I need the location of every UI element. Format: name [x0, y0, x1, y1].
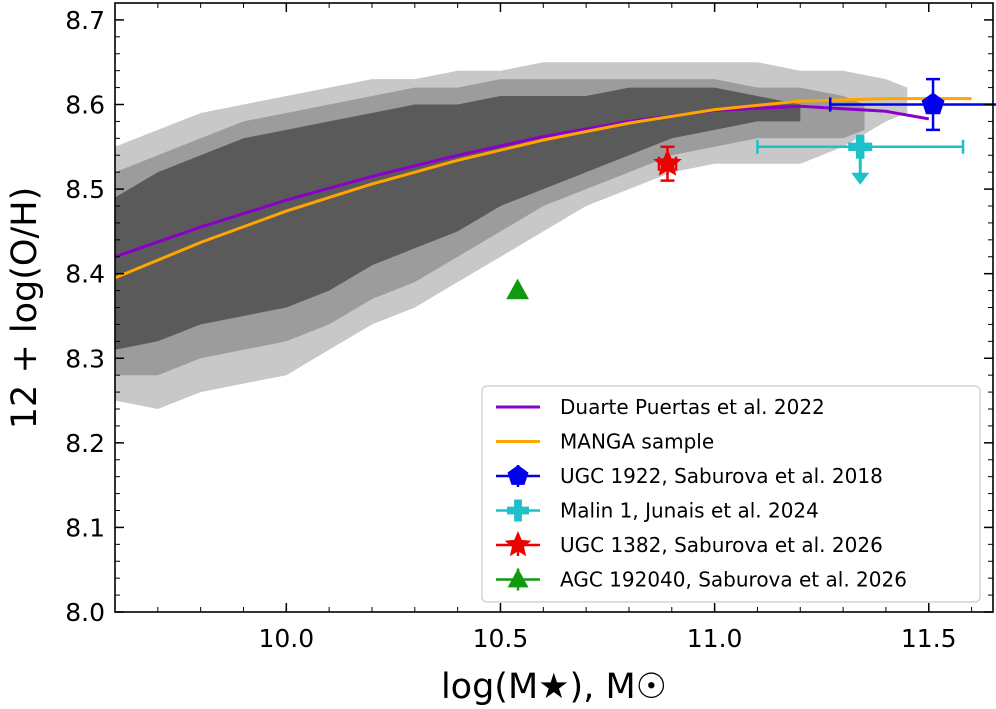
- axis-ticks: 10.0 10.5 11.0 11.5 8.0 8.1 8.2 8.3 8.4 8.5 8.6 8.7: [65, 2, 993, 653]
- x-tick-label: 11.5: [901, 624, 957, 653]
- marker-plus: [848, 134, 873, 159]
- legend-marker-triangle: [507, 568, 529, 588]
- legend-entry: AGC 192040, Saburova et al. 2026: [496, 568, 907, 592]
- legend-entry: Malin 1, Junais et al. 2024: [496, 499, 819, 523]
- y-tick-label: 8.4: [65, 260, 105, 289]
- x-tick-label: 10.0: [258, 624, 314, 653]
- density-contours: [115, 62, 908, 409]
- legend-label: UGC 1922, Saburova et al. 2018: [560, 464, 883, 488]
- data-points: [506, 77, 996, 300]
- legend-entry: UGC 1382, Saburova et al. 2026: [496, 531, 883, 557]
- legend: Duarte Puertas et al. 2022 MANGA sample UG…: [481, 385, 981, 603]
- series-line-0: [115, 104, 930, 259]
- marker-star: [653, 148, 682, 176]
- legend-label: UGC 1382, Saburova et al. 2026: [560, 533, 883, 557]
- marker-triangle: [506, 278, 529, 300]
- legend-entry: Duarte Puertas et al. 2022: [496, 395, 825, 419]
- legend-label: AGC 192040, Saburova et al. 2026: [560, 568, 907, 592]
- y-tick-label: 8.0: [65, 598, 105, 627]
- y-tick-label: 8.3: [65, 344, 105, 373]
- series-point-plus: [756, 134, 965, 185]
- legend-label: Malin 1, Junais et al. 2024: [560, 499, 819, 523]
- series-line-1: [115, 97, 972, 280]
- y-tick-label: 8.2: [65, 429, 105, 458]
- legend-entry: MANGA sample: [496, 430, 714, 454]
- legend-marker-star: [504, 531, 532, 557]
- marker-pentagon: [921, 92, 945, 115]
- series-point-triangle: [506, 278, 529, 300]
- legend-label: Duarte Puertas et al. 2022: [560, 395, 825, 419]
- y-tick-label: 8.1: [65, 513, 105, 542]
- series-point-pentagon: [828, 77, 996, 132]
- fit-lines: [115, 97, 972, 280]
- series-point-star: [653, 145, 682, 182]
- density-contour-inner: [115, 87, 801, 350]
- legend-marker-pentagon: [507, 465, 529, 485]
- legend-box: [481, 385, 981, 603]
- y-axis-label: 12 + log(O/H): [5, 187, 45, 429]
- legend-label: MANGA sample: [560, 430, 714, 454]
- x-axis-label: log(M★), M☉: [441, 667, 667, 707]
- upper-limit-arrowhead: [851, 172, 870, 185]
- legend-entry: UGC 1922, Saburova et al. 2018: [496, 464, 883, 488]
- x-tick-label: 10.5: [473, 624, 529, 653]
- y-tick-label: 8.7: [65, 6, 105, 35]
- legend-marker-plus: [507, 499, 529, 522]
- x-tick-label: 11.0: [687, 624, 743, 653]
- y-tick-label: 8.5: [65, 175, 105, 204]
- y-tick-label: 8.6: [65, 91, 105, 120]
